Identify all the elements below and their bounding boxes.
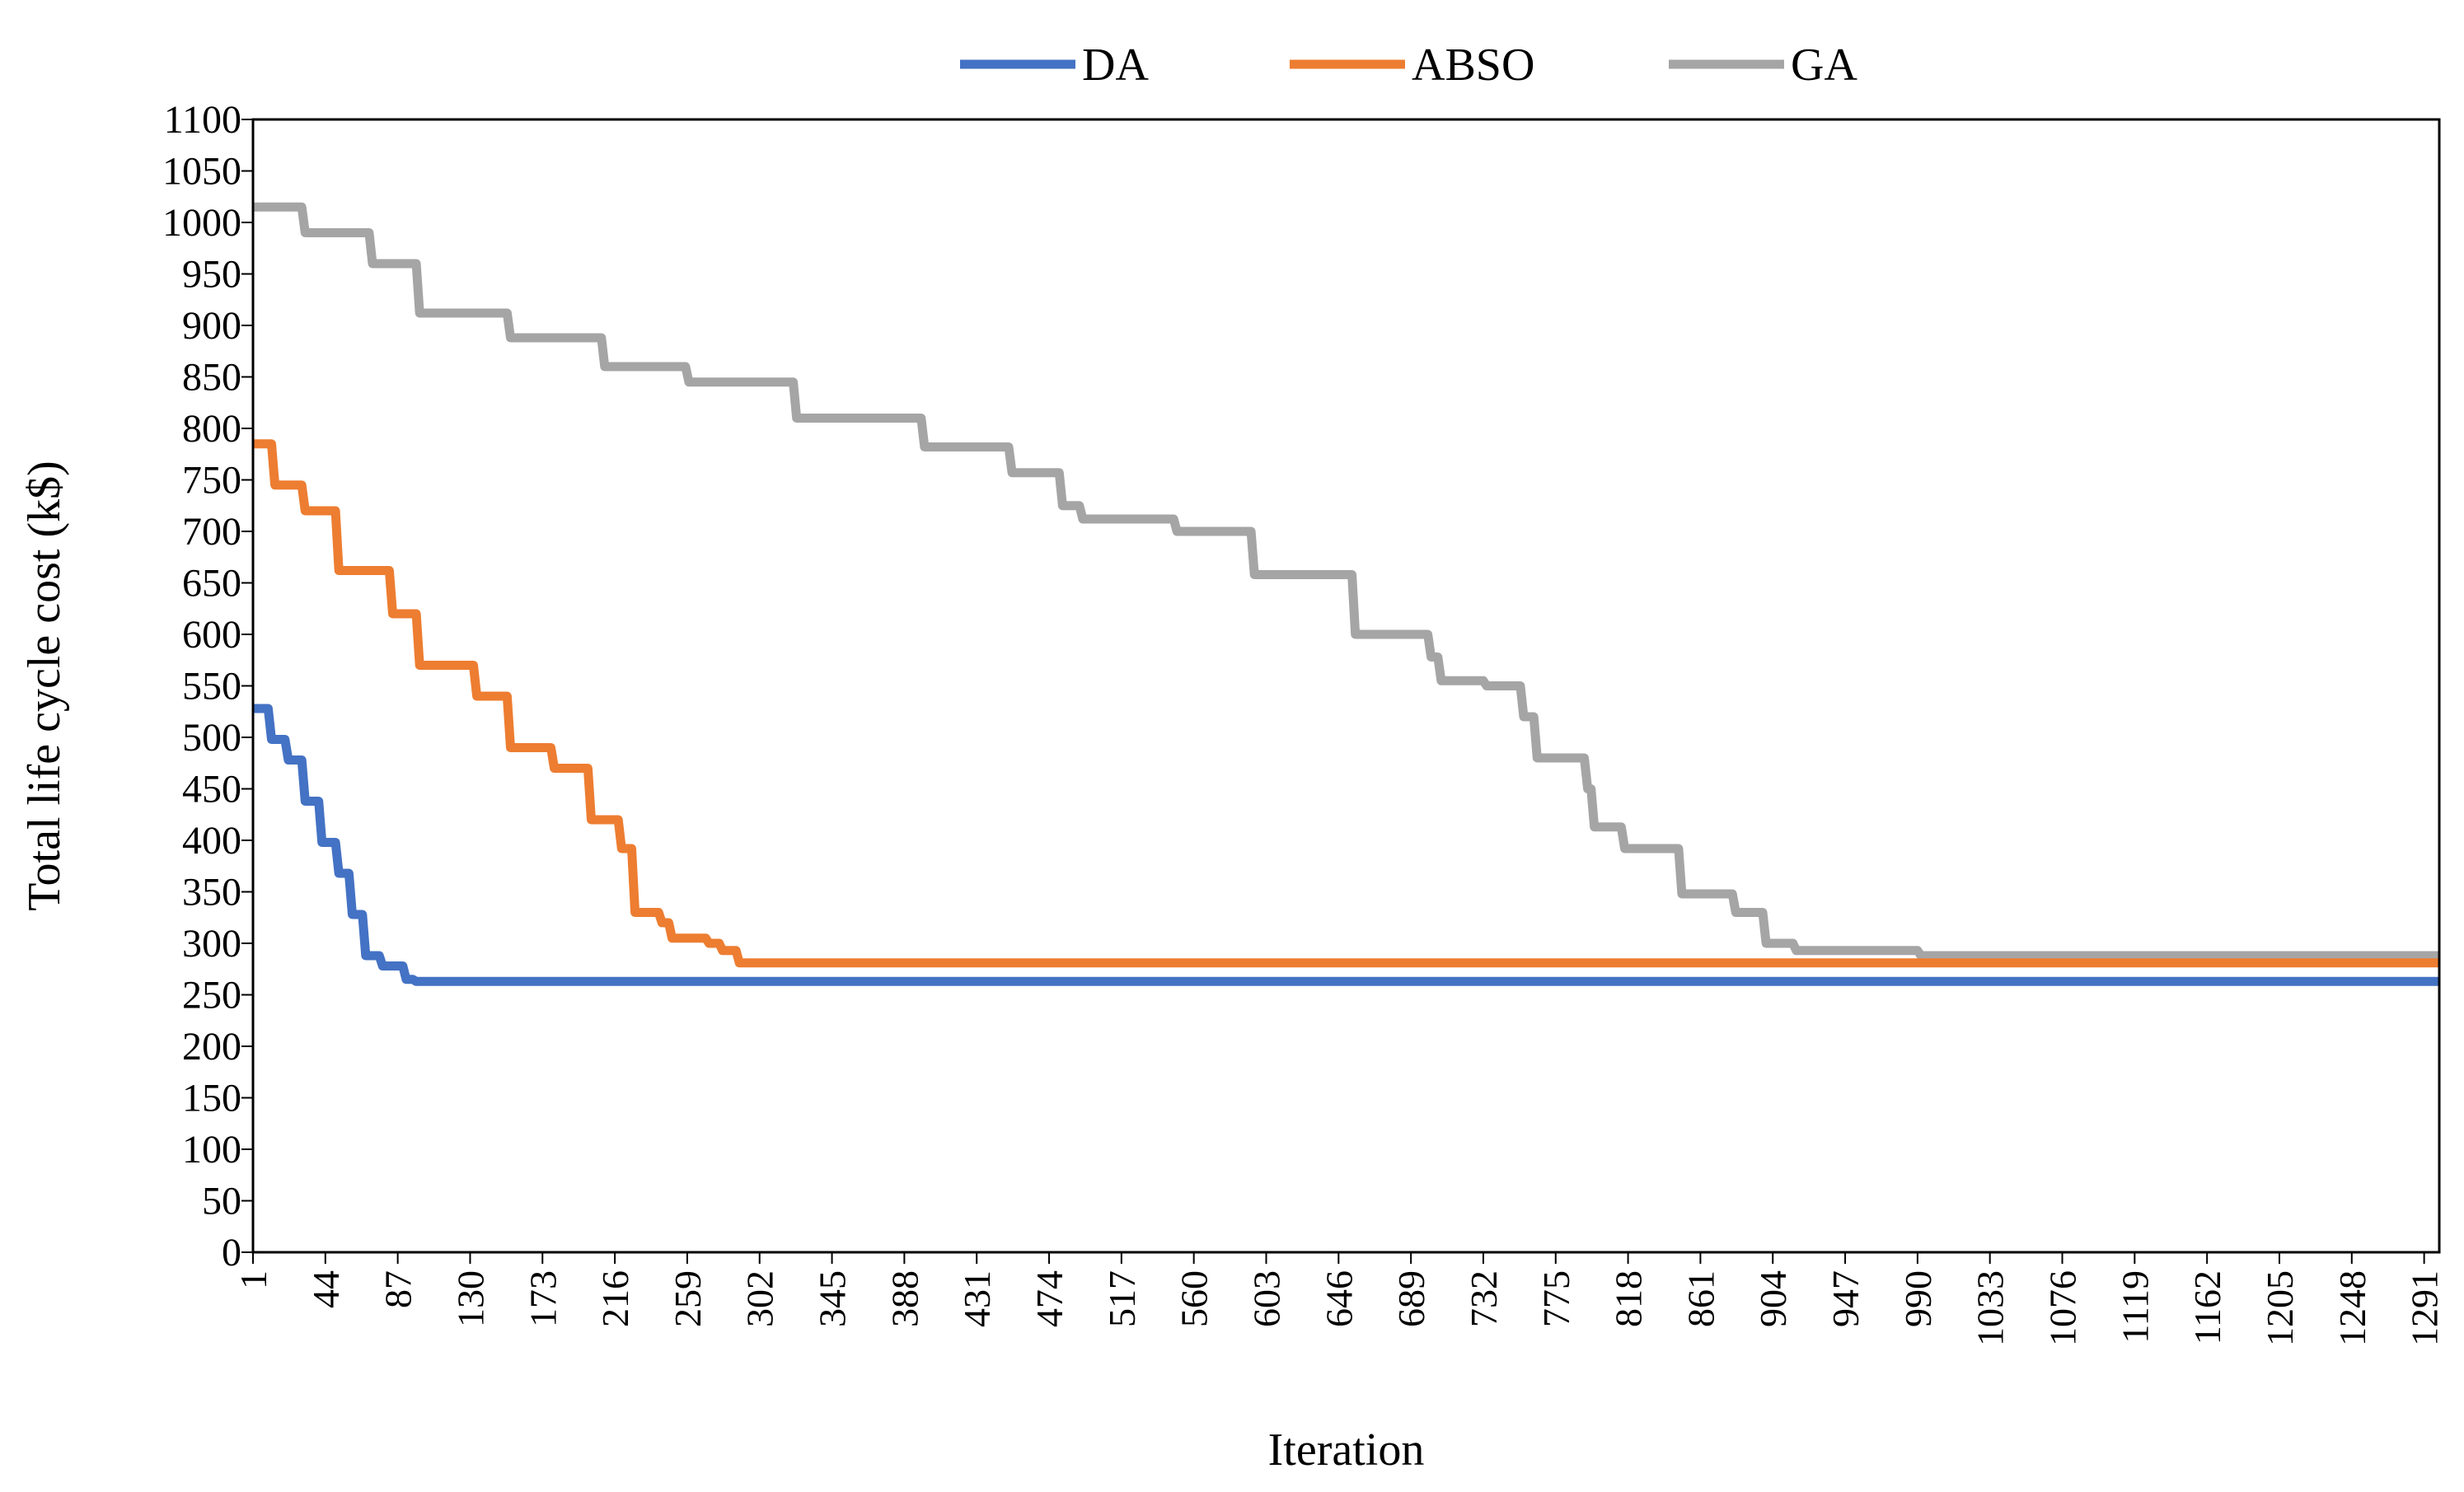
x-tick-label: 1076 [2042,1270,2084,1346]
x-tick-label: 1162 [2186,1270,2228,1345]
x-axis-ticks: 1 44 87 130 173 216 259 302 345 388 431 474 517 560 60… [232,1252,2446,1346]
y-tick-label: 1050 [162,150,241,194]
y-tick-label: 300 [182,922,241,966]
x-tick-label: 603 [1245,1270,1287,1327]
y-tick-label: 350 [182,871,241,914]
legend-label-da: DA [1082,40,1149,91]
y-tick-label: 50 [202,1180,241,1223]
y-tick-label: 200 [182,1025,241,1069]
x-tick-label: 345 [812,1270,854,1327]
y-tick-label: 1100 [164,98,241,142]
x-tick-label: 1248 [2331,1270,2373,1346]
x-tick-label: 732 [1463,1270,1505,1327]
y-tick-label: 800 [182,407,241,451]
x-axis-title: Iteration [1268,1424,1425,1476]
x-tick-label: 1033 [1970,1270,2012,1346]
x-tick-label: 904 [1752,1270,1794,1327]
x-tick-label: 130 [449,1270,491,1327]
series-layer [253,202,2439,986]
y-axis-ticks: 0 50 100 150 200 250 300 350 400 450 500 550 600 650 7… [162,98,253,1275]
x-tick-label: 775 [1535,1270,1577,1327]
x-tick-label: 689 [1390,1270,1432,1327]
series-line-ga [253,202,2439,961]
x-tick-label: 990 [1897,1270,1939,1327]
x-tick-label: 517 [1101,1270,1143,1327]
x-tick-label: 173 [522,1270,564,1327]
x-tick-label: 302 [739,1270,781,1327]
y-tick-label: 850 [182,356,241,400]
x-tick-label: 431 [956,1270,998,1327]
y-tick-label: 400 [182,819,241,863]
legend: DA ABSO GA [960,40,1857,91]
x-tick-label: 947 [1825,1270,1867,1327]
series-line-da [253,704,2439,986]
y-tick-label: 150 [182,1077,241,1120]
x-tick-label: 818 [1608,1270,1650,1327]
x-tick-label: 1291 [2404,1270,2446,1346]
y-tick-label: 750 [182,459,241,503]
y-axis-title: Total life cycle cost (k$) [19,461,70,911]
x-tick-label: 646 [1318,1270,1360,1327]
x-tick-label: 474 [1028,1270,1070,1327]
x-tick-label: 44 [305,1270,347,1308]
y-tick-label: 550 [182,665,241,709]
legend-label-abso: ABSO [1412,40,1534,91]
y-tick-label: 600 [182,613,241,657]
legend-label-ga: GA [1791,40,1857,91]
y-tick-label: 650 [182,562,241,606]
x-tick-label: 388 [883,1270,925,1327]
x-tick-label: 87 [377,1270,419,1308]
x-tick-label: 259 [667,1270,709,1327]
y-tick-label: 500 [182,716,241,760]
y-tick-label: 700 [182,510,241,554]
y-tick-label: 900 [182,304,241,348]
y-tick-label: 100 [182,1128,241,1172]
series-line-abso [253,439,2439,968]
y-tick-label: 1000 [162,201,241,245]
x-tick-label: 560 [1173,1270,1216,1327]
y-tick-label: 950 [182,253,241,297]
plot-area-frame [251,118,2441,1254]
x-tick-label: 1205 [2259,1270,2301,1346]
x-tick-label: 1119 [2114,1270,2156,1344]
x-tick-label: 861 [1679,1270,1722,1327]
x-tick-label: 1 [232,1270,274,1289]
y-tick-label: 250 [182,974,241,1017]
y-tick-label: 0 [222,1231,241,1275]
y-tick-label: 450 [182,768,241,811]
x-tick-label: 216 [594,1270,636,1327]
